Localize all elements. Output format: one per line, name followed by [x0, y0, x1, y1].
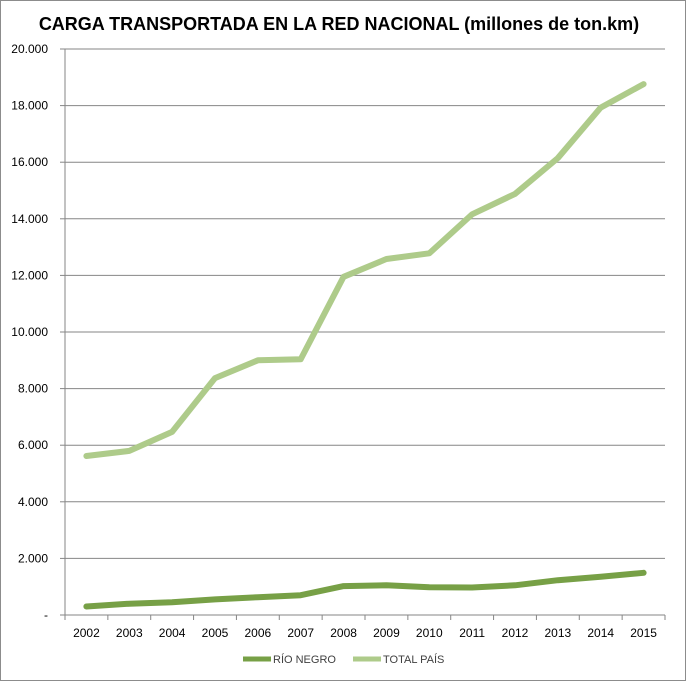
- data-point: [471, 587, 473, 589]
- x-tick-label: 2009: [373, 626, 400, 640]
- legend-label: RÍO NEGRO: [273, 653, 336, 666]
- y-tick-label: 4.000: [18, 495, 48, 509]
- data-point: [557, 579, 559, 581]
- axes: [60, 48, 666, 620]
- series-lines: [83, 81, 647, 610]
- data-point: [171, 431, 173, 433]
- x-tick-label: 2008: [330, 626, 357, 640]
- data-point: [257, 596, 259, 598]
- x-tick-label: 2004: [159, 626, 186, 640]
- data-point: [514, 193, 516, 195]
- series-line-0: [83, 569, 647, 610]
- x-tick-label: 2012: [502, 626, 529, 640]
- y-tick-label: 6.000: [18, 438, 48, 452]
- y-tick-label: 8.000: [18, 382, 48, 396]
- x-tick-label: 2015: [630, 626, 657, 640]
- data-point: [514, 584, 516, 586]
- y-axis-ticks: - 2.000 4.000 6.000 8.000 10.000 12.000 14.000 1…: [11, 42, 48, 622]
- x-tick-label: 2013: [545, 626, 572, 640]
- x-tick-label: 2005: [202, 626, 229, 640]
- data-point: [171, 601, 173, 603]
- data-point: [257, 359, 259, 361]
- y-tick-label: -: [44, 608, 48, 622]
- series-line-1: [83, 81, 647, 459]
- legend-label: TOTAL PAÍS: [383, 653, 444, 666]
- y-tick-label: 16.000: [11, 155, 48, 169]
- data-point: [214, 598, 216, 600]
- data-point: [471, 213, 473, 215]
- chart-title: CARGA TRANSPORTADA EN LA RED NACIONAL (m…: [39, 14, 639, 34]
- data-point: [428, 252, 430, 254]
- data-point: [128, 450, 130, 452]
- data-point: [85, 455, 87, 457]
- y-tick-label: 20.000: [11, 42, 48, 56]
- x-tick-label: 2011: [459, 626, 485, 640]
- x-tick-label: 2010: [416, 626, 443, 640]
- data-point: [600, 576, 602, 578]
- x-tick-label: 2006: [245, 626, 272, 640]
- data-point: [85, 606, 87, 608]
- y-tick-label: 10.000: [11, 325, 48, 339]
- data-point: [600, 107, 602, 109]
- x-tick-label: 2007: [287, 626, 314, 640]
- y-tick-label: 2.000: [18, 551, 48, 565]
- data-point: [385, 584, 387, 586]
- data-point: [300, 358, 302, 360]
- y-tick-label: 14.000: [11, 212, 48, 226]
- data-point: [343, 276, 345, 278]
- y-tick-label: 18.000: [11, 99, 48, 113]
- data-point: [385, 258, 387, 260]
- data-point: [643, 572, 645, 574]
- data-point: [300, 594, 302, 596]
- data-point: [643, 83, 645, 85]
- data-point: [214, 377, 216, 379]
- y-tick-label: 12.000: [11, 268, 48, 282]
- x-axis-ticks: 2002 2003 2004 2005 2006 2007 2008 2009 2010 2011…: [73, 626, 657, 640]
- gridlines: [65, 48, 665, 559]
- x-tick-label: 2014: [587, 626, 614, 640]
- data-point: [428, 586, 430, 588]
- data-point: [128, 603, 130, 605]
- data-point: [557, 157, 559, 159]
- legend: RÍO NEGRO TOTAL PAÍS: [243, 653, 444, 666]
- x-tick-label: 2002: [73, 626, 100, 640]
- x-tick-label: 2003: [116, 626, 143, 640]
- data-point: [343, 585, 345, 587]
